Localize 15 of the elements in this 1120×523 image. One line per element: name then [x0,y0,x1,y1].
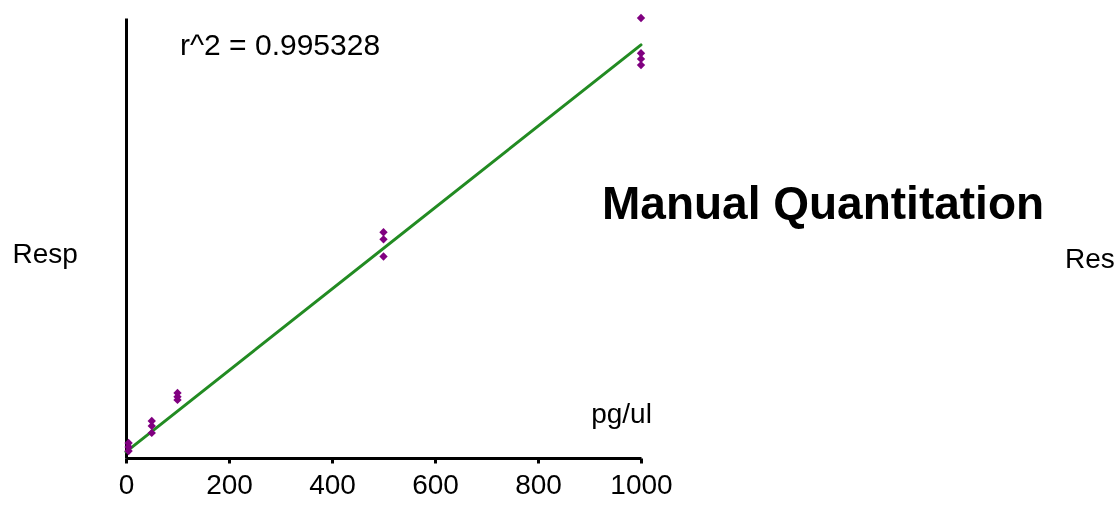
x-tick-label: 400 [309,468,356,500]
x-tick-label: 0 [118,468,135,500]
point [379,235,388,244]
y-axis-title: Resp [12,237,78,269]
text: Res [1065,243,1115,275]
x-axis-title: pg/ul [591,397,652,429]
x-tick-label: 600 [412,468,459,500]
point [379,252,388,261]
point [636,13,646,23]
x-tick-label: 800 [515,468,562,500]
annotation: r^2 = 0.995328 [180,28,381,62]
annotation: Manual Quantitation [602,176,1045,230]
x-tick-label: 1000 [610,468,673,500]
point [147,428,156,438]
x-tick-label: 200 [206,468,253,500]
